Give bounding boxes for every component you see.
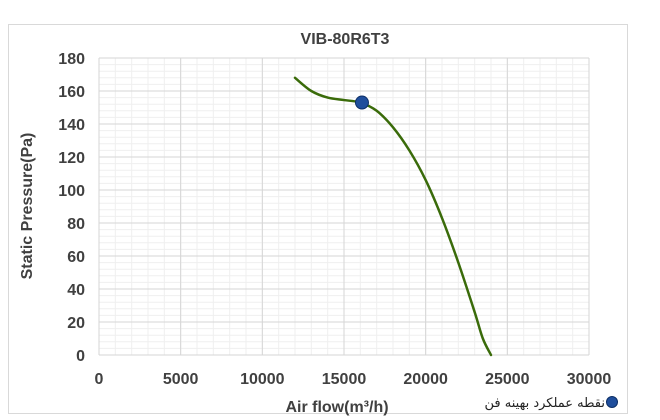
y-tick-label: 160 xyxy=(58,84,85,101)
x-tick-label: 10000 xyxy=(240,371,285,388)
chart-title: VIB-80R6T3 xyxy=(301,31,390,48)
y-tick-label: 0 xyxy=(76,348,85,365)
x-tick-label: 30000 xyxy=(567,371,612,388)
optimal-operating-point xyxy=(354,95,369,110)
y-tick-label: 100 xyxy=(58,183,85,200)
legend-label: نقطه عملکرد بهینه فن xyxy=(485,396,605,411)
major-grid xyxy=(98,57,590,356)
y-tick-label: 20 xyxy=(67,315,85,332)
chart-frame xyxy=(8,24,628,414)
marker-group xyxy=(354,95,369,110)
x-axis-label: Air flow(m³/h) xyxy=(285,399,388,416)
y-tick-label: 140 xyxy=(58,117,85,134)
y-axis-label: Static Pressure(Pa) xyxy=(19,133,36,280)
y-tick-label: 180 xyxy=(58,51,85,68)
y-tick-label: 80 xyxy=(67,216,85,233)
x-tick-label: 20000 xyxy=(403,371,448,388)
y-tick-label: 60 xyxy=(67,249,85,266)
x-tick-label: 0 xyxy=(95,371,104,388)
x-tick-label: 15000 xyxy=(322,371,367,388)
legend: نقطه عملکرد بهینه فن xyxy=(485,396,618,411)
x-tick-labels: 0 5000 10000 15000 20000 25000 30000 xyxy=(95,371,612,388)
performance-curve xyxy=(293,76,493,357)
y-tick-label: 40 xyxy=(67,282,85,299)
y-tick-label: 120 xyxy=(58,150,85,167)
y-tick-labels: 0 20 40 60 80 100 120 140 160 180 xyxy=(58,51,85,365)
legend-marker-icon xyxy=(606,396,618,408)
series-group xyxy=(293,76,493,357)
x-tick-label: 25000 xyxy=(485,371,530,388)
x-tick-label: 5000 xyxy=(163,371,199,388)
